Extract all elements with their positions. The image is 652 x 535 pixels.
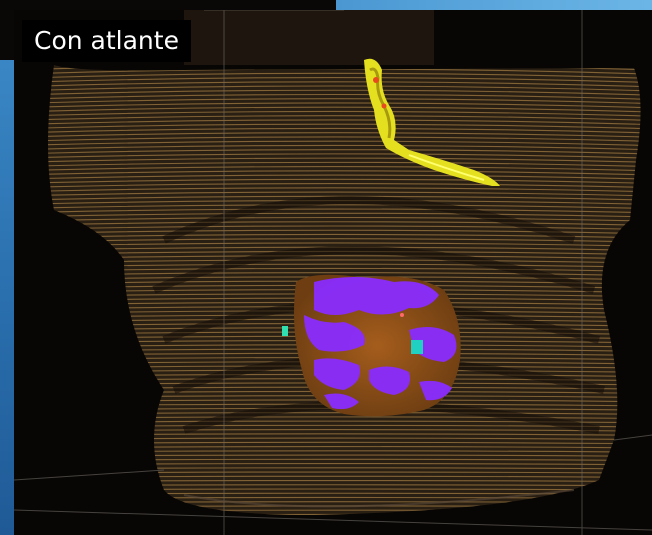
contour-line bbox=[48, 204, 641, 210]
contour-line bbox=[48, 174, 641, 180]
contour-line bbox=[48, 110, 641, 117]
background-panel-left bbox=[0, 60, 14, 535]
contour-line bbox=[48, 157, 641, 163]
contour-line bbox=[48, 81, 641, 88]
contour-line bbox=[48, 166, 641, 172]
contour-line bbox=[48, 149, 641, 155]
contour-line bbox=[48, 153, 641, 159]
contour-line bbox=[48, 102, 641, 109]
contour-line bbox=[48, 187, 641, 193]
contour-line bbox=[48, 144, 641, 151]
contour-line bbox=[48, 72, 641, 79]
contour-line bbox=[48, 123, 641, 130]
contour-line bbox=[48, 191, 641, 197]
marker-right bbox=[411, 340, 423, 354]
thorax-rendering bbox=[14, 10, 652, 535]
contour-line bbox=[48, 119, 641, 126]
contour-line bbox=[48, 208, 641, 214]
contour-line bbox=[48, 195, 641, 201]
contour-line bbox=[48, 76, 641, 84]
contour-line bbox=[48, 212, 641, 218]
contour-line bbox=[48, 513, 641, 515]
contour-line bbox=[14, 523, 652, 524]
caption-label: Con atlante bbox=[22, 20, 191, 62]
contour-line bbox=[48, 93, 641, 100]
contour-line bbox=[48, 89, 641, 96]
marker-left bbox=[282, 326, 288, 336]
contour-line bbox=[48, 85, 641, 92]
contour-line bbox=[48, 178, 641, 184]
contour-line bbox=[48, 127, 641, 134]
contour-line bbox=[48, 161, 641, 168]
airway-structure bbox=[364, 58, 500, 186]
heart-structure bbox=[282, 274, 461, 417]
contour-line bbox=[48, 132, 641, 138]
neck-block bbox=[184, 10, 434, 65]
contour-line bbox=[14, 519, 652, 520]
contour-line bbox=[48, 183, 641, 189]
3d-render-viewport[interactable] bbox=[14, 10, 652, 535]
background-panel-top bbox=[336, 0, 652, 10]
contour-line bbox=[48, 136, 641, 142]
contour-line bbox=[48, 115, 641, 121]
contour-line bbox=[48, 140, 641, 147]
contour-line bbox=[48, 170, 641, 176]
contour-line bbox=[48, 98, 641, 105]
contour-line bbox=[48, 225, 641, 231]
contour-line bbox=[48, 106, 641, 113]
contour-line bbox=[48, 221, 641, 226]
bounding-box bbox=[14, 10, 652, 535]
contour-line bbox=[48, 216, 641, 222]
